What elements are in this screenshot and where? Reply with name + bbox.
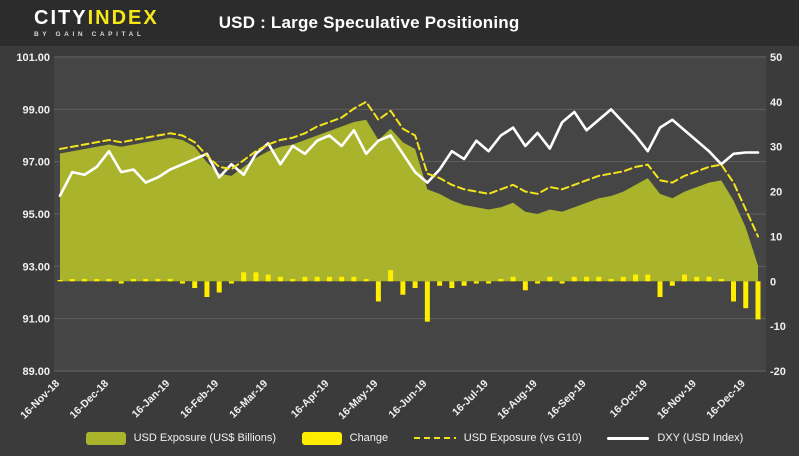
- svg-text:16-Mar-19: 16-Mar-19: [227, 378, 270, 421]
- svg-text:16-Jan-19: 16-Jan-19: [130, 378, 173, 421]
- logo-city-text: CITY: [34, 7, 88, 29]
- series-dxy-usd-index-: [58, 108, 760, 197]
- svg-text:16-Aug-19: 16-Aug-19: [495, 378, 539, 422]
- svg-text:101.00: 101.00: [16, 52, 50, 64]
- svg-text:16-Dec-18: 16-Dec-18: [68, 378, 112, 422]
- logo-tagline: BY GAIN CAPITAL: [34, 31, 145, 38]
- svg-text:89.00: 89.00: [22, 366, 50, 378]
- svg-text:16-Oct-19: 16-Oct-19: [608, 378, 650, 420]
- svg-text:16-May-19: 16-May-19: [336, 378, 381, 423]
- header: CITYINDEX BY GAIN CAPITAL USD : Large Sp…: [0, 0, 799, 46]
- series-usd-exposure-us-billions-: [60, 119, 758, 282]
- svg-text:10: 10: [770, 231, 782, 243]
- svg-text:97.00: 97.00: [22, 157, 50, 169]
- legend-item-dxy: DXY (USD Index): [607, 432, 743, 444]
- left-axis-labels: 101.00 99.00 97.00 95.00 93.00 91.00 89.00: [16, 52, 50, 378]
- legend-label-dxy: DXY (USD Index): [657, 432, 744, 444]
- legend-label-g10: USD Exposure (vs G10): [463, 432, 582, 444]
- svg-text:16-Feb-19: 16-Feb-19: [178, 378, 221, 421]
- dxy-line-swatch: [607, 436, 650, 440]
- svg-text:16-Jul-19: 16-Jul-19: [450, 378, 491, 419]
- svg-text:-10: -10: [770, 321, 786, 333]
- svg-text:16-Sep-19: 16-Sep-19: [545, 378, 589, 422]
- svg-text:20: 20: [770, 187, 782, 199]
- chart-canvas: 101.00 99.00 97.00 95.00 93.00 91.00 89.00 50 40…: [16, 52, 786, 423]
- legend-item-change: Change: [301, 431, 389, 445]
- svg-text:0: 0: [770, 276, 776, 288]
- logo-wordmark: CITYINDEX: [34, 8, 159, 28]
- usd-exposure-area-swatch: [85, 431, 126, 445]
- legend-item-usd-exposure: USD Exposure (US$ Billions): [85, 431, 277, 445]
- x-axis-labels: 16-Nov-18 16-Dec-18 16-Jan-19 16-Feb-19 16-M…: [18, 378, 748, 423]
- legend: USD Exposure (US$ Billions) Change USD E…: [0, 420, 799, 456]
- svg-text:16-Jun-19: 16-Jun-19: [386, 378, 429, 421]
- change-bar-swatch: [301, 431, 342, 445]
- series-change: [57, 270, 761, 322]
- right-axis-labels: 50 40 30 20 10 0 -10 -20: [770, 52, 786, 378]
- svg-text:30: 30: [770, 142, 782, 154]
- cityindex-logo: CITYINDEX BY GAIN CAPITAL: [34, 8, 159, 38]
- legend-label-change: Change: [349, 432, 389, 444]
- svg-text:95.00: 95.00: [22, 209, 50, 221]
- svg-text:16-Nov-19: 16-Nov-19: [655, 378, 699, 422]
- svg-text:93.00: 93.00: [22, 261, 50, 273]
- chart-area: 101.00 99.00 97.00 95.00 93.00 91.00 89.00 50 40…: [0, 46, 799, 423]
- svg-text:-20: -20: [770, 366, 786, 378]
- page-title: USD : Large Speculative Positioning: [218, 13, 520, 32]
- svg-text:16-Dec-19: 16-Dec-19: [704, 378, 748, 422]
- svg-text:40: 40: [770, 97, 782, 109]
- legend-item-g10: USD Exposure (vs G10): [413, 432, 582, 444]
- series-usd-exposure-vs-g10-: [59, 100, 759, 238]
- svg-text:16-Apr-19: 16-Apr-19: [289, 378, 332, 421]
- svg-text:50: 50: [770, 52, 782, 64]
- legend-label-usd-exposure: USD Exposure (US$ Billions): [133, 432, 277, 444]
- svg-text:99.00: 99.00: [22, 104, 50, 116]
- g10-dashed-line-swatch: [413, 437, 456, 439]
- logo-index-text: INDEX: [87, 7, 159, 29]
- svg-text:16-Nov-18: 16-Nov-18: [18, 378, 62, 422]
- svg-text:91.00: 91.00: [22, 314, 50, 326]
